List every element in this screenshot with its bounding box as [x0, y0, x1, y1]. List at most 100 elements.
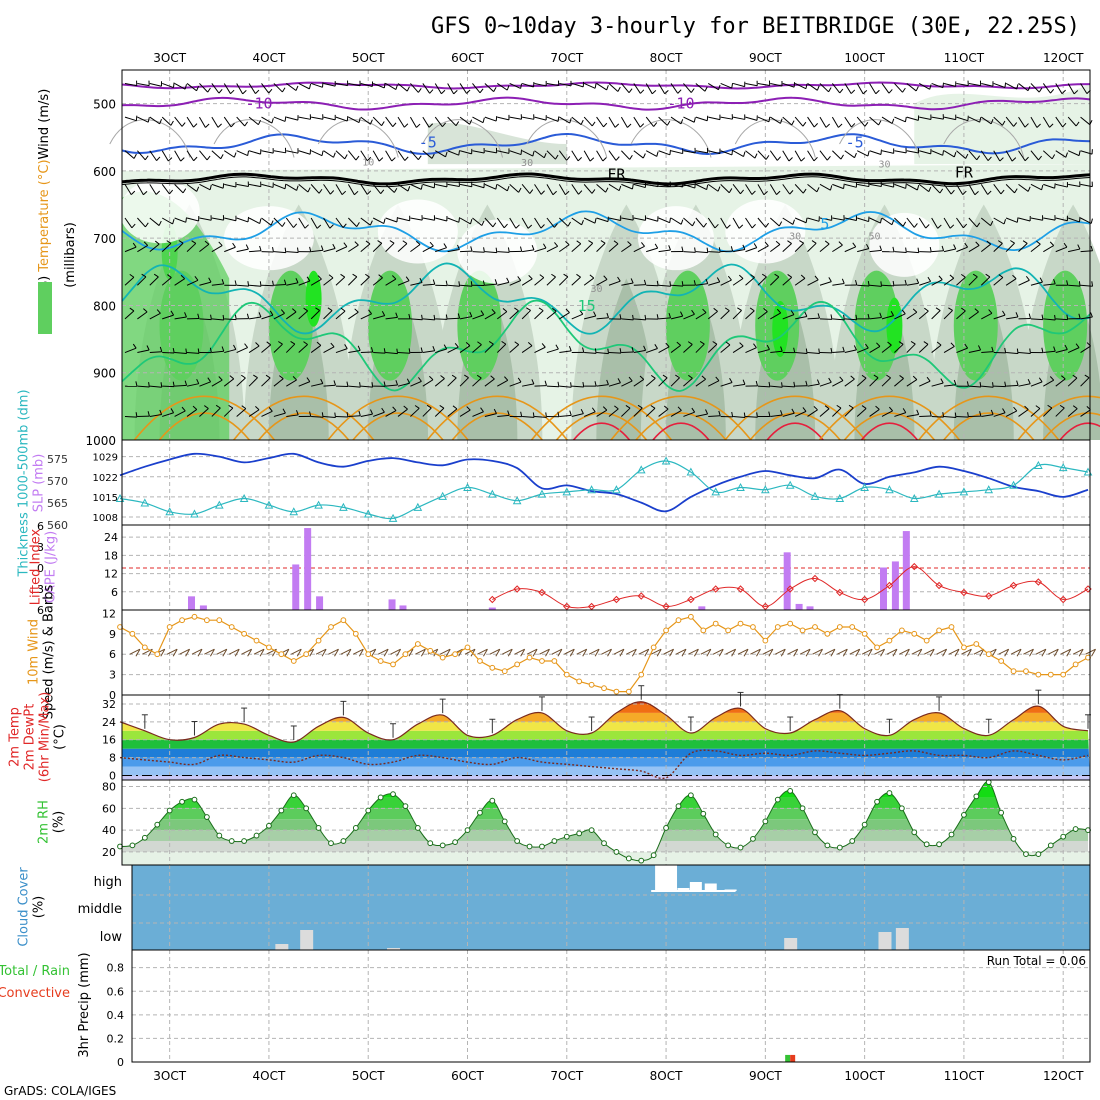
surface-wind-barb: [489, 648, 501, 655]
wind-barb: [795, 316, 807, 320]
wind-barb: [244, 343, 248, 348]
wind-barb: [750, 274, 755, 278]
wind-barb: [739, 342, 744, 347]
wind-speed-marker: [501, 668, 508, 675]
wind-barb: [780, 346, 783, 352]
wind-barb: [999, 157, 1004, 162]
wind-barb: [435, 217, 447, 222]
wind-barb: [181, 406, 186, 412]
wind-barb: [501, 341, 507, 345]
wind-barb: [174, 278, 185, 286]
wind-barb: [637, 404, 643, 409]
surface-wind-barb: [383, 648, 389, 657]
wind-barb: [819, 281, 832, 286]
wind-barb: [617, 276, 621, 282]
wind-barb: [782, 184, 791, 195]
wind-barb: [186, 183, 198, 192]
wind-barb: [856, 408, 867, 417]
wind-barb: [395, 84, 398, 90]
surface-wind-barb: [284, 648, 290, 657]
wind-barb: [856, 150, 869, 157]
surface-wind-barb: [837, 648, 848, 655]
wind-barb: [680, 219, 684, 225]
surface-wind-barb: [420, 648, 426, 657]
wind-barb: [521, 184, 531, 194]
wind-barb: [800, 157, 806, 162]
rh-marker: [489, 797, 496, 804]
rh-contour: [422, 119, 504, 158]
wind-barb: [259, 218, 262, 224]
wind-barb: [768, 116, 771, 122]
wind-barb: [594, 348, 597, 354]
wind-barb: [1055, 183, 1068, 188]
wind-barb: [740, 189, 744, 195]
wind-barb: [1002, 310, 1006, 316]
wind-barb: [695, 378, 706, 387]
wind-barb: [355, 155, 360, 161]
wind-barb: [369, 220, 373, 226]
lifted-index-marker: [538, 588, 546, 597]
y-tick-label-slp: 1008: [93, 513, 118, 524]
wind-barb: [813, 406, 818, 411]
wind-barb: [840, 154, 844, 160]
x-tick-label-bottom: 3OCT: [153, 1069, 186, 1083]
wind-barb: [1018, 279, 1030, 286]
wind-barb: [192, 405, 198, 410]
wind-barb: [782, 150, 790, 162]
wind-barb: [794, 410, 807, 417]
wind-barb: [236, 377, 246, 387]
surface-wind-barb: [309, 648, 315, 657]
surface-wind-barb: [954, 648, 960, 657]
surface-wind-barb: [725, 648, 736, 655]
wind-barb: [514, 341, 520, 346]
wind-barb: [695, 312, 707, 320]
wind-barb: [296, 185, 299, 191]
wind-speed-marker: [886, 637, 893, 644]
wind-barb: [571, 116, 582, 126]
wind-barb: [534, 277, 545, 286]
wind-barb: [248, 150, 261, 155]
rh-marker: [253, 832, 260, 839]
wind-barb: [1003, 219, 1007, 225]
wind-barb: [565, 241, 570, 246]
wind-speed-marker: [625, 688, 632, 695]
wind-barb: [1030, 183, 1042, 191]
surface-wind-barb: [433, 648, 439, 657]
surface-wind-barb: [445, 648, 451, 657]
wind-barb: [445, 151, 448, 157]
wind-barb: [308, 83, 312, 89]
wind-barb: [509, 310, 519, 320]
wind-barb: [1055, 246, 1068, 253]
wind-barb: [677, 406, 682, 411]
wind-barb: [866, 243, 870, 249]
surface-wind-barb: [805, 648, 811, 657]
wind-barb: [943, 82, 956, 87]
surface-wind-barb: [353, 648, 364, 655]
wind-barb: [583, 242, 594, 252]
wind-barb: [236, 150, 248, 157]
rh-marker: [477, 809, 483, 816]
y-tick-label-wind: 12: [102, 607, 116, 620]
wind-barb: [782, 82, 795, 88]
wind-barb: [534, 415, 547, 418]
wind-barb: [241, 405, 247, 410]
surface-wind-barb: [222, 648, 228, 657]
wind-barb: [1035, 405, 1041, 409]
wind-barb: [633, 183, 646, 189]
cape-bar: [879, 567, 887, 610]
wind-speed-marker: [539, 658, 545, 664]
wind-barb: [745, 82, 758, 87]
axis-label: 3hr Precip (mm): [77, 952, 92, 1057]
wind-barb: [646, 284, 659, 287]
wind-speed-marker: [278, 651, 285, 658]
wind-barb: [658, 249, 671, 253]
wind-barb: [1027, 378, 1031, 384]
rh-marker: [588, 827, 595, 834]
wind-barb: [913, 223, 918, 228]
wind-speed-marker: [750, 624, 756, 630]
wind-barb: [670, 315, 683, 320]
wind-barb: [764, 241, 769, 247]
wind-barb: [816, 379, 820, 385]
wind-barb: [223, 83, 231, 94]
wind-barb: [193, 156, 198, 162]
